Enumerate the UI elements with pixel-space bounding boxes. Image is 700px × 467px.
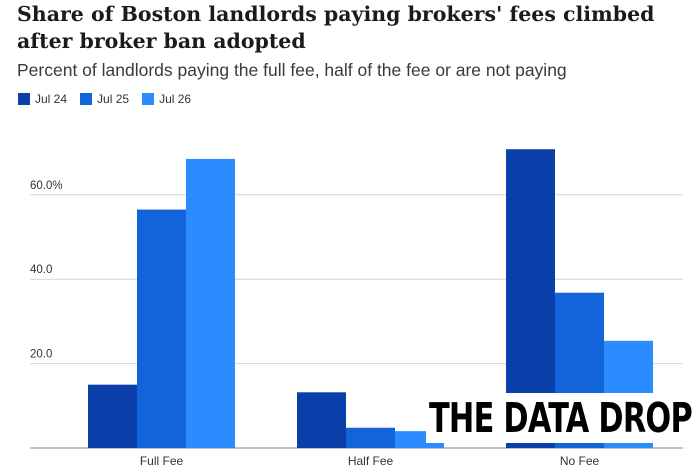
legend-item: Jul 25 bbox=[80, 92, 129, 106]
chart-title: Share of Boston landlords paying brokers… bbox=[17, 2, 655, 53]
legend-swatch bbox=[142, 93, 155, 105]
legend-label: Jul 26 bbox=[159, 92, 192, 106]
x-category-label: Half Fee bbox=[348, 454, 394, 467]
legend-item: Jul 26 bbox=[142, 92, 191, 106]
y-tick-label: 60.0% bbox=[30, 180, 63, 192]
y-tick-label: 20.0 bbox=[30, 349, 52, 361]
legend-swatch bbox=[80, 93, 93, 105]
chart-subtitle: Percent of landlords paying the full fee… bbox=[17, 60, 567, 80]
bar-jul-26 bbox=[186, 158, 235, 448]
bar-jul-25 bbox=[346, 427, 395, 448]
x-category-label: No Fee bbox=[560, 454, 600, 467]
legend-item: Jul 24 bbox=[18, 92, 67, 106]
bar-jul-24 bbox=[297, 392, 346, 448]
legend-label: Jul 25 bbox=[97, 92, 130, 106]
y-tick-label: 40.0 bbox=[30, 264, 52, 276]
bar-jul-24 bbox=[88, 384, 137, 448]
x-category-label: Full Fee bbox=[140, 454, 184, 467]
watermark-logo: THE DATA DROP bbox=[426, 393, 695, 443]
legend: Jul 24 Jul 25 Jul 26 bbox=[18, 92, 191, 106]
bar-jul-25 bbox=[137, 209, 186, 448]
legend-label: Jul 24 bbox=[35, 92, 68, 106]
legend-swatch bbox=[18, 93, 30, 105]
